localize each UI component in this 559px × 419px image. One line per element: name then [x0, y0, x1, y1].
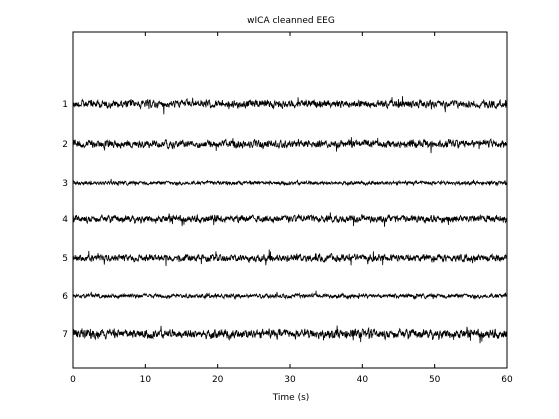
x-tick-label: 20 [212, 375, 224, 385]
y-tick-label: 7 [62, 330, 68, 340]
channel-axis: 1 2 3 4 5 6 7 [62, 100, 507, 340]
eeg-trace-channel-6 [72, 290, 508, 300]
x-tick-label: 40 [357, 375, 369, 385]
y-tick-label: 5 [62, 254, 68, 264]
plot-area [72, 31, 508, 369]
y-tick-label: 1 [62, 100, 68, 110]
y-tick-label: 3 [62, 179, 68, 189]
y-tick-label: 6 [62, 292, 68, 302]
time-axis: 0 10 20 30 40 50 60 [70, 32, 513, 385]
eeg-trace-channel-5 [72, 249, 508, 266]
x-tick-label: 60 [501, 375, 513, 385]
eeg-trace-channel-4 [72, 212, 508, 227]
eeg-trace-channel-7 [72, 325, 508, 344]
y-tick-label: 4 [62, 215, 68, 225]
x-axis-label: Time (s) [272, 393, 310, 403]
eeg-traces [72, 96, 508, 344]
x-tick-label: 10 [140, 375, 152, 385]
chart-title: wICA cleanned EEG [247, 16, 335, 26]
y-tick-label: 2 [62, 140, 68, 150]
x-tick-label: 50 [429, 375, 441, 385]
eeg-trace-channel-2 [72, 137, 508, 154]
eeg-trace-channel-1 [72, 96, 508, 115]
x-tick-label: 0 [70, 375, 76, 385]
eeg-trace-channel-3 [72, 178, 508, 187]
x-tick-label: 30 [284, 375, 296, 385]
